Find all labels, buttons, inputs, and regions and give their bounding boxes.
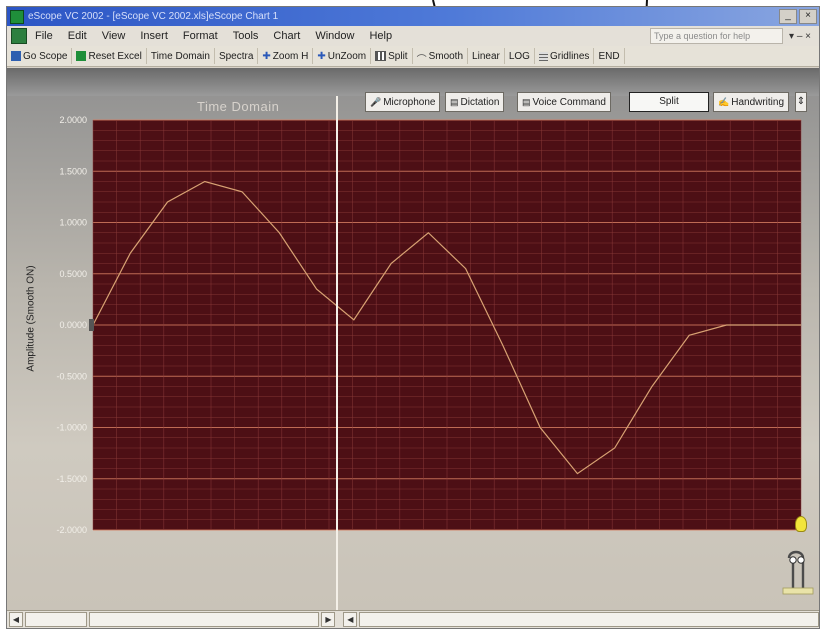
amplitude-trace (92, 180, 801, 475)
left-pane-hscroll[interactable] (88, 612, 320, 627)
excel-app-icon[interactable] (10, 9, 24, 24)
dictation-button[interactable]: ▤ Dictation (445, 92, 505, 112)
y-tick-label: 1.0000 (59, 218, 87, 228)
go-scope-label: Go Scope (23, 50, 68, 62)
dictation-label: Dictation (460, 97, 500, 108)
language-bar-options-button[interactable]: ⇕ (795, 92, 807, 112)
scope-icon (11, 51, 21, 61)
menu-format[interactable]: Format (182, 30, 218, 42)
voice-command-button[interactable]: ▤ Voice Command (517, 92, 611, 112)
gridlines-label: Gridlines (549, 50, 590, 62)
reset-excel-button[interactable]: Reset Excel (72, 48, 147, 64)
split-toolbar-label: Split (388, 50, 408, 62)
chart-area: 2.0000 1.5000 1.0000 0.5000 0.0000 -0.5000 -1.… (7, 68, 819, 610)
reset-excel-label: Reset Excel (88, 50, 142, 62)
pane-header (7, 68, 819, 96)
y-tick-label: 0.0000 (59, 320, 87, 330)
menu-help[interactable]: Help (369, 30, 393, 42)
sheet-tab-area[interactable] (24, 612, 87, 627)
dictation-icon: ▤ (450, 97, 459, 107)
document-window-controls[interactable]: ▾ – × (789, 30, 811, 42)
unzoom-label: UnZoom (327, 50, 367, 62)
linear-button[interactable]: Linear (468, 48, 505, 64)
handwriting-label: Handwriting (731, 97, 785, 108)
time-domain-button[interactable]: Time Domain (147, 48, 215, 64)
y-axis-label-wrap: Amplitude (Smooth ON) (21, 223, 41, 423)
smooth-curve-icon: ⌒ (416, 55, 427, 66)
unzoom-button[interactable]: ✚ UnZoom (313, 48, 372, 64)
minimize-button[interactable]: _ (779, 9, 797, 24)
menu-view[interactable]: View (101, 30, 126, 42)
log-button[interactable]: LOG (505, 48, 535, 64)
y-tick-label: -2.0000 (56, 525, 87, 535)
scroll-left-arrow-icon[interactable]: ◀ (9, 612, 23, 627)
end-button[interactable]: END (594, 48, 625, 64)
voice-command-label: Voice Command (532, 97, 606, 108)
spectra-button[interactable]: Spectra (215, 48, 259, 64)
split-pane-button[interactable]: Split (629, 92, 709, 112)
y-tick-label: -0.5000 (56, 371, 87, 381)
menu-tools[interactable]: Tools (232, 30, 259, 42)
menu-edit[interactable]: Edit (67, 30, 87, 42)
zero-marker (89, 319, 94, 331)
y-tick-label: 0.5000 (59, 269, 87, 279)
split-icon (375, 51, 387, 61)
microphone-button[interactable]: 🎤 Microphone (365, 92, 441, 112)
lightbulb-icon[interactable] (795, 516, 807, 532)
time-domain-chart: 2.0000 1.5000 1.0000 0.5000 0.0000 -0.5000 -1.… (56, 96, 802, 610)
chart-title: Time Domain (197, 99, 280, 114)
y-tick-label: -1.0000 (56, 423, 87, 433)
smooth-button[interactable]: ⌒ Smooth (413, 48, 469, 66)
menu-file[interactable]: File (35, 30, 53, 42)
voice-command-icon: ▤ (522, 97, 531, 107)
go-scope-button[interactable]: Go Scope (7, 48, 73, 64)
y-tick-label: 1.5000 (59, 166, 87, 176)
microphone-label: Microphone (383, 97, 436, 108)
microphone-icon: 🎤 (370, 97, 382, 107)
zoom-h-button[interactable]: ✚ Zoom H (258, 48, 314, 64)
scroll-right-arrow-icon[interactable]: ▶ (321, 612, 336, 627)
help-search-input[interactable]: Type a question for help (650, 28, 784, 44)
unzoom-icon: ✚ (317, 51, 326, 62)
menu-chart[interactable]: Chart (273, 30, 301, 42)
excel-icon (76, 51, 87, 61)
window-title: eScope VC 2002 - [eScope VC 2002.xls]eSc… (28, 11, 279, 22)
zoom-h-label: Zoom H (272, 50, 309, 62)
menu-window[interactable]: Window (315, 30, 355, 42)
scroll-left-arrow-icon[interactable]: ◀ (343, 612, 358, 627)
right-pane-hscroll[interactable] (359, 612, 819, 627)
y-tick-label: -1.5000 (56, 474, 87, 484)
chart-document-icon[interactable] (11, 28, 27, 44)
escope-toolbar: Go Scope Reset Excel Time Domain Spectra… (7, 46, 819, 67)
sheet-scroll-bar: ◀ ▶ ◀ (7, 610, 819, 628)
split-toolbar-button[interactable]: Split (371, 48, 413, 64)
y-tick-label: 2.0000 (59, 115, 87, 125)
handwriting-icon: ✍ (718, 97, 730, 107)
zoom-icon: ✚ (262, 51, 271, 62)
menu-bar: File Edit View Insert Format Tools Chart… (7, 26, 819, 46)
handwriting-button[interactable]: ✍ Handwriting (713, 92, 790, 112)
smooth-label: Smooth (428, 50, 464, 62)
title-bar: eScope VC 2002 - [eScope VC 2002.xls]eSc… (7, 7, 819, 26)
gridlines-icon (538, 51, 548, 61)
excel-window: eScope VC 2002 - [eScope VC 2002.xls]eSc… (6, 6, 820, 629)
menu-insert[interactable]: Insert (140, 30, 168, 42)
office-assistant-icon[interactable] (781, 548, 815, 596)
close-button[interactable]: × (799, 9, 817, 24)
y-axis-label: Amplitude (Smooth ON) (25, 265, 37, 372)
gridlines-button[interactable]: Gridlines (535, 48, 595, 64)
